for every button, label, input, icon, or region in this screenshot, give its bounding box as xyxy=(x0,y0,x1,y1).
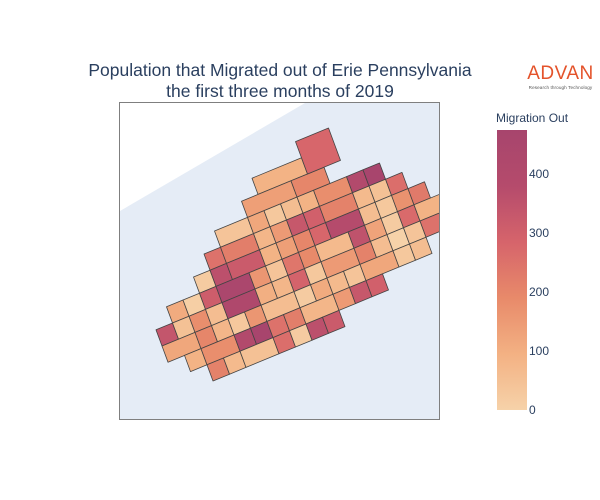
census-tract[interactable] xyxy=(295,127,341,175)
map-title-line-2: the first three months of 2019 xyxy=(166,81,394,101)
census-tract[interactable] xyxy=(365,273,389,298)
colorbar xyxy=(497,130,527,410)
colorbar-title: Migration Out xyxy=(496,111,569,125)
colorbar-tick: 400 xyxy=(529,167,550,182)
logo-tagline: Research through Technology xyxy=(528,85,593,90)
census-tract[interactable] xyxy=(322,309,346,334)
map-title: Population that Migrated out of Erie Pen… xyxy=(40,60,520,102)
colorbar-tick: 100 xyxy=(529,344,550,359)
census-tract[interactable] xyxy=(409,236,433,261)
colorbar-tick: 300 xyxy=(529,226,550,241)
choropleth-map[interactable] xyxy=(119,102,440,420)
advan-logo: ADVAN Research through Technology xyxy=(523,63,598,91)
map-canvas[interactable] xyxy=(120,103,439,419)
census-tracts[interactable] xyxy=(155,127,439,382)
colorbar-tick: 200 xyxy=(529,285,550,300)
colorbar-tick: 0 xyxy=(529,403,536,417)
census-tract[interactable] xyxy=(419,207,439,238)
census-tract[interactable] xyxy=(413,191,439,222)
map-title-line-1: Population that Migrated out of Erie Pen… xyxy=(88,60,472,80)
logo-wordmark: ADVAN xyxy=(527,63,594,84)
